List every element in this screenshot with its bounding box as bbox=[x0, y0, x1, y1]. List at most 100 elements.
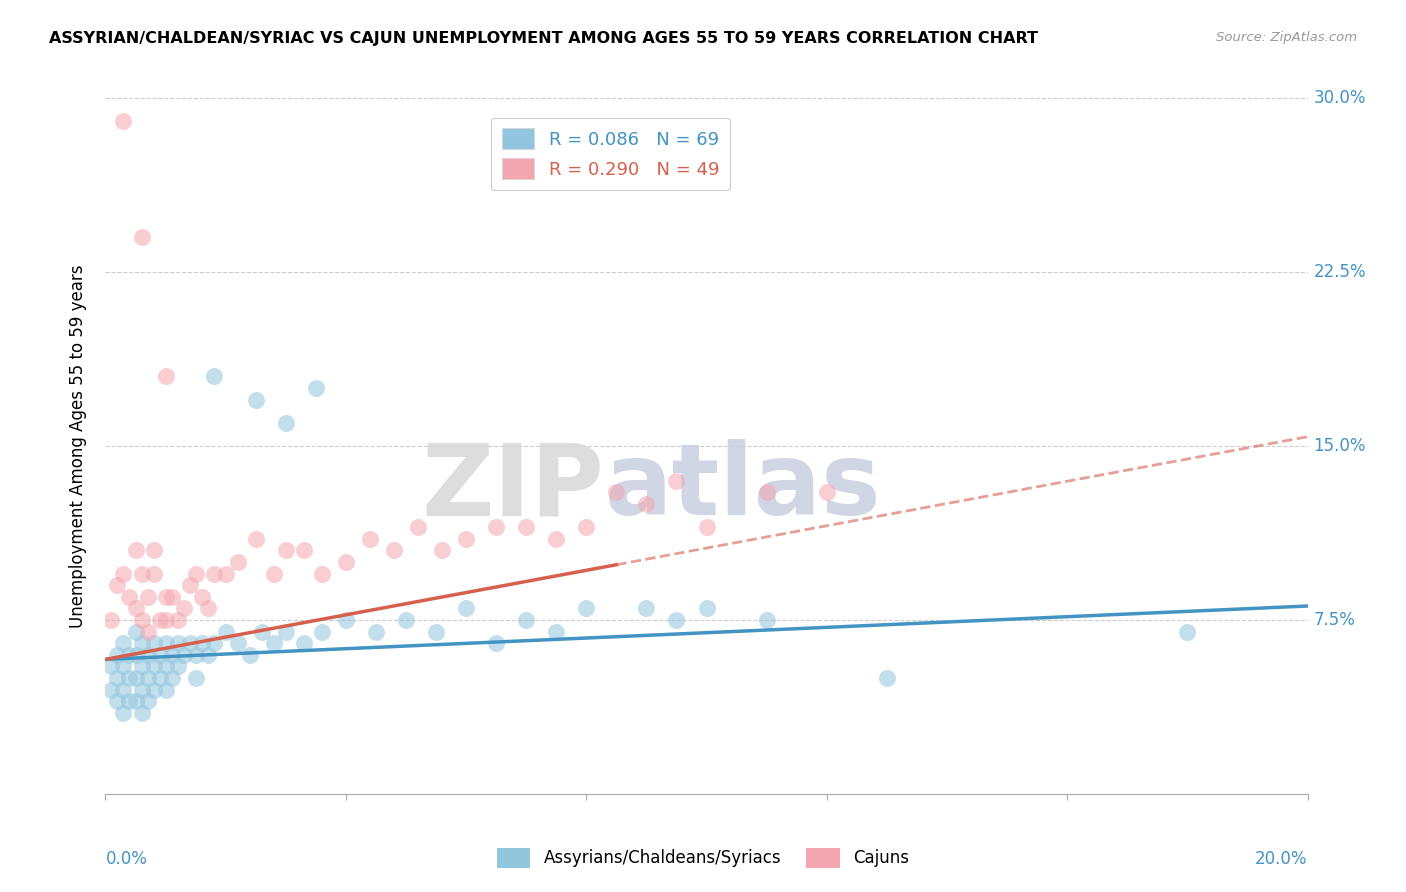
Point bbox=[382, 543, 405, 558]
Point bbox=[359, 532, 381, 546]
Point bbox=[124, 601, 146, 615]
Point bbox=[166, 659, 188, 673]
Point bbox=[406, 520, 429, 534]
Point bbox=[124, 694, 146, 708]
Point bbox=[755, 485, 778, 500]
Point bbox=[311, 624, 333, 639]
Point bbox=[274, 416, 297, 430]
Point bbox=[166, 636, 188, 650]
Point bbox=[184, 648, 207, 662]
Text: Source: ZipAtlas.com: Source: ZipAtlas.com bbox=[1216, 31, 1357, 45]
Point bbox=[454, 532, 477, 546]
Point bbox=[202, 636, 225, 650]
Point bbox=[395, 613, 418, 627]
Text: ZIP: ZIP bbox=[422, 439, 605, 536]
Point bbox=[107, 694, 129, 708]
Point bbox=[166, 613, 188, 627]
Point bbox=[190, 590, 212, 604]
Point bbox=[142, 659, 165, 673]
Point bbox=[546, 532, 568, 546]
Point bbox=[425, 624, 447, 639]
Point bbox=[107, 578, 129, 592]
Point bbox=[815, 485, 838, 500]
Point bbox=[636, 497, 658, 511]
Point bbox=[202, 369, 225, 384]
Point bbox=[292, 543, 315, 558]
Point bbox=[131, 613, 153, 627]
Y-axis label: Unemployment Among Ages 55 to 59 years: Unemployment Among Ages 55 to 59 years bbox=[69, 264, 87, 628]
Point bbox=[226, 636, 249, 650]
Point bbox=[131, 659, 153, 673]
Point bbox=[214, 624, 236, 639]
Point bbox=[131, 636, 153, 650]
Point bbox=[142, 566, 165, 581]
Point bbox=[131, 706, 153, 720]
Point bbox=[335, 555, 357, 569]
Point bbox=[136, 671, 159, 685]
Point bbox=[274, 624, 297, 639]
Point bbox=[430, 543, 453, 558]
Point bbox=[173, 648, 195, 662]
Point bbox=[112, 682, 135, 697]
Point bbox=[696, 601, 718, 615]
Point bbox=[136, 590, 159, 604]
Point bbox=[107, 648, 129, 662]
Point bbox=[112, 636, 135, 650]
Point bbox=[118, 671, 141, 685]
Point bbox=[245, 392, 267, 407]
Point bbox=[100, 682, 122, 697]
Point bbox=[112, 706, 135, 720]
Point bbox=[214, 566, 236, 581]
Point bbox=[184, 671, 207, 685]
Point bbox=[179, 578, 201, 592]
Point bbox=[202, 566, 225, 581]
Point bbox=[142, 682, 165, 697]
Point bbox=[124, 671, 146, 685]
Point bbox=[155, 659, 177, 673]
Point bbox=[136, 694, 159, 708]
Point bbox=[155, 590, 177, 604]
Point bbox=[190, 636, 212, 650]
Legend: R = 0.086   N = 69, R = 0.290   N = 49: R = 0.086 N = 69, R = 0.290 N = 49 bbox=[491, 118, 730, 190]
Point bbox=[131, 682, 153, 697]
Point bbox=[197, 601, 219, 615]
Point bbox=[112, 659, 135, 673]
Point bbox=[876, 671, 898, 685]
Point bbox=[263, 636, 285, 650]
Point bbox=[155, 613, 177, 627]
Point bbox=[575, 520, 598, 534]
Point bbox=[155, 369, 177, 384]
Text: atlas: atlas bbox=[605, 439, 882, 536]
Point bbox=[173, 601, 195, 615]
Point bbox=[118, 648, 141, 662]
Point bbox=[124, 648, 146, 662]
Point bbox=[155, 682, 177, 697]
Point bbox=[131, 566, 153, 581]
Point bbox=[100, 659, 122, 673]
Point bbox=[100, 613, 122, 627]
Point bbox=[160, 590, 183, 604]
Point bbox=[124, 624, 146, 639]
Point bbox=[263, 566, 285, 581]
Point bbox=[118, 694, 141, 708]
Point bbox=[364, 624, 387, 639]
Point bbox=[305, 381, 328, 395]
Point bbox=[124, 543, 146, 558]
Point bbox=[142, 543, 165, 558]
Point bbox=[485, 636, 508, 650]
Text: 30.0%: 30.0% bbox=[1313, 89, 1367, 107]
Point bbox=[142, 636, 165, 650]
Point bbox=[250, 624, 273, 639]
Point bbox=[197, 648, 219, 662]
Point bbox=[112, 566, 135, 581]
Point bbox=[311, 566, 333, 581]
Point bbox=[665, 613, 688, 627]
Point bbox=[696, 520, 718, 534]
Text: 7.5%: 7.5% bbox=[1313, 611, 1355, 629]
Point bbox=[546, 624, 568, 639]
Point bbox=[245, 532, 267, 546]
Text: 15.0%: 15.0% bbox=[1313, 437, 1367, 455]
Point bbox=[274, 543, 297, 558]
Point bbox=[179, 636, 201, 650]
Point bbox=[160, 648, 183, 662]
